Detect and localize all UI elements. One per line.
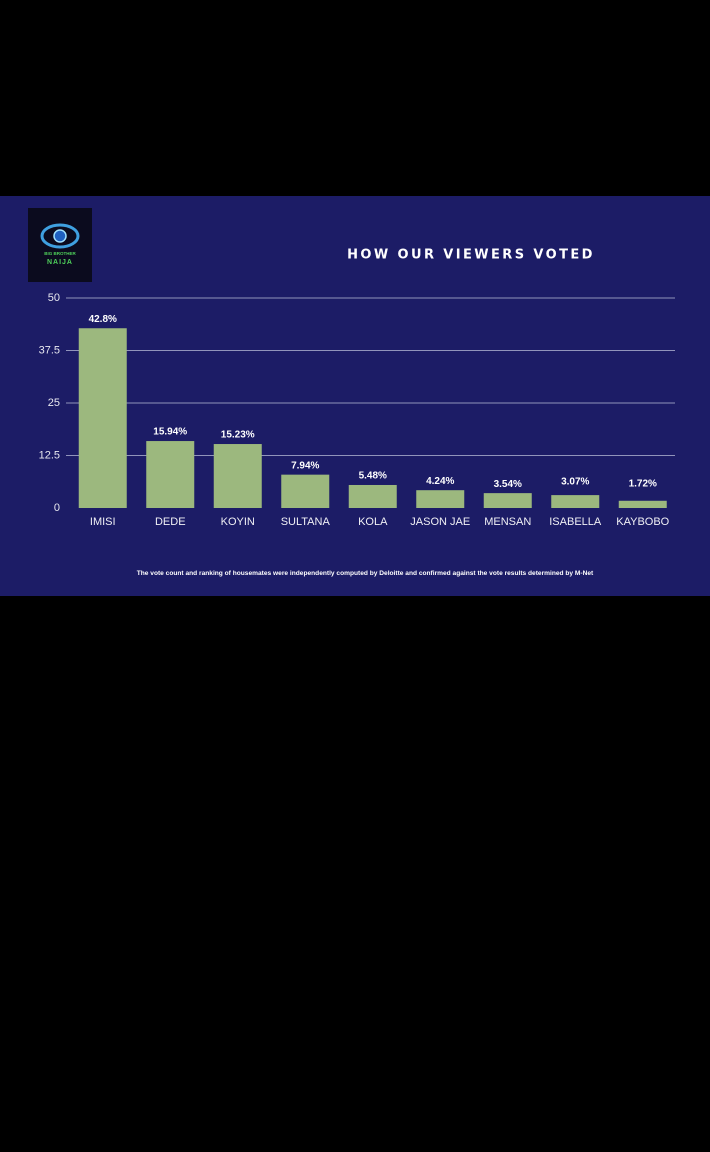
y-tick-label: 50 — [48, 292, 60, 304]
bar — [551, 495, 600, 508]
value-label: 3.07% — [561, 477, 589, 488]
y-tick-label: 0 — [54, 502, 60, 514]
y-tick-label: 12.5 — [39, 449, 60, 461]
chart-title: HOW OUR VIEWERS VOTED — [347, 248, 595, 263]
value-label: 42.8% — [89, 314, 117, 325]
y-tick-label: 37.5 — [39, 344, 60, 356]
x-tick-label: JASON JAE — [410, 516, 470, 528]
x-tick-label: KAYBOBO — [616, 516, 669, 528]
logo-box — [28, 208, 92, 282]
logo-text: NAIJA — [47, 259, 73, 266]
logo-text: BIG BROTHER — [44, 251, 76, 256]
x-tick-label: ISABELLA — [549, 516, 602, 528]
bar — [281, 474, 330, 508]
x-tick-label: MENSAN — [484, 516, 531, 528]
value-label: 1.72% — [629, 478, 657, 489]
value-label: 15.94% — [153, 427, 187, 438]
logo-iris — [53, 229, 67, 243]
x-tick-label: SULTANA — [281, 516, 331, 528]
footnote: The vote count and ranking of housemates… — [137, 570, 594, 577]
value-label: 7.94% — [291, 460, 319, 471]
bar — [618, 500, 667, 508]
bar — [213, 444, 262, 508]
bar — [146, 441, 195, 508]
bar — [483, 493, 532, 508]
logo-eye — [40, 223, 80, 249]
x-tick-label: KOYIN — [221, 516, 255, 528]
x-tick-label: KOLA — [358, 516, 388, 528]
value-label: 15.23% — [221, 430, 255, 441]
value-label: 5.48% — [359, 471, 387, 482]
bar — [348, 484, 397, 508]
bar — [78, 328, 127, 508]
value-label: 3.54% — [494, 479, 522, 490]
y-tick-label: 25 — [48, 397, 60, 409]
value-label: 4.24% — [426, 476, 454, 487]
bar — [416, 490, 465, 508]
x-tick-label: DEDE — [155, 516, 186, 528]
x-tick-label: IMISI — [90, 516, 116, 528]
